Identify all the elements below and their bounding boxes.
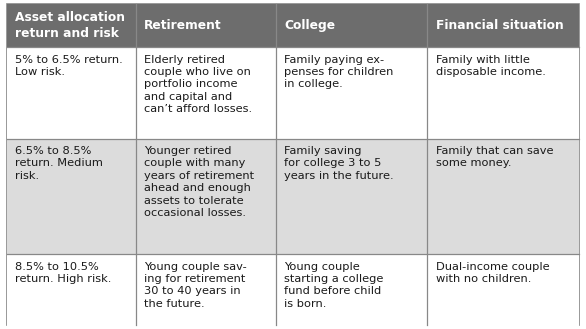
Bar (7, 254, 136, 329)
Bar (136, 254, 276, 329)
Text: Young couple
starting a college
fund before child
is born.: Young couple starting a college fund bef… (284, 262, 383, 309)
Bar (276, 254, 427, 329)
Bar (427, 254, 579, 329)
Text: Asset allocation
return and risk: Asset allocation return and risk (15, 12, 125, 40)
Text: Family with little
disposable income.: Family with little disposable income. (435, 55, 546, 77)
Bar (276, 47, 427, 139)
Text: Young couple sav-
ing for retirement
30 to 40 years in
the future.: Young couple sav- ing for retirement 30 … (144, 262, 247, 309)
Bar (276, 139, 427, 254)
Bar (427, 47, 579, 139)
Bar (7, 47, 136, 139)
Text: Dual-income couple
with no children.: Dual-income couple with no children. (435, 262, 549, 284)
Text: Retirement: Retirement (144, 19, 222, 32)
Bar (136, 139, 276, 254)
Text: Younger retired
couple with many
years of retirement
ahead and enough
assets to : Younger retired couple with many years o… (144, 146, 254, 218)
Text: Elderly retired
couple who live on
portfolio income
and capital and
can’t afford: Elderly retired couple who live on portf… (144, 55, 252, 114)
Text: 5% to 6.5% return.
Low risk.: 5% to 6.5% return. Low risk. (15, 55, 123, 77)
Text: Family that can save
some money.: Family that can save some money. (435, 146, 553, 168)
Bar (276, 4, 427, 47)
Bar (7, 4, 136, 47)
Text: Family paying ex-
penses for children
in college.: Family paying ex- penses for children in… (284, 55, 393, 89)
Bar (7, 139, 136, 254)
Text: 8.5% to 10.5%
return. High risk.: 8.5% to 10.5% return. High risk. (15, 262, 111, 284)
Bar (136, 47, 276, 139)
Text: Family saving
for college 3 to 5
years in the future.: Family saving for college 3 to 5 years i… (284, 146, 394, 181)
Bar (427, 139, 579, 254)
Bar (136, 4, 276, 47)
Text: College: College (284, 19, 335, 32)
Text: 6.5% to 8.5%
return. Medium
risk.: 6.5% to 8.5% return. Medium risk. (15, 146, 103, 181)
Bar (427, 4, 579, 47)
Text: Financial situation: Financial situation (435, 19, 563, 32)
